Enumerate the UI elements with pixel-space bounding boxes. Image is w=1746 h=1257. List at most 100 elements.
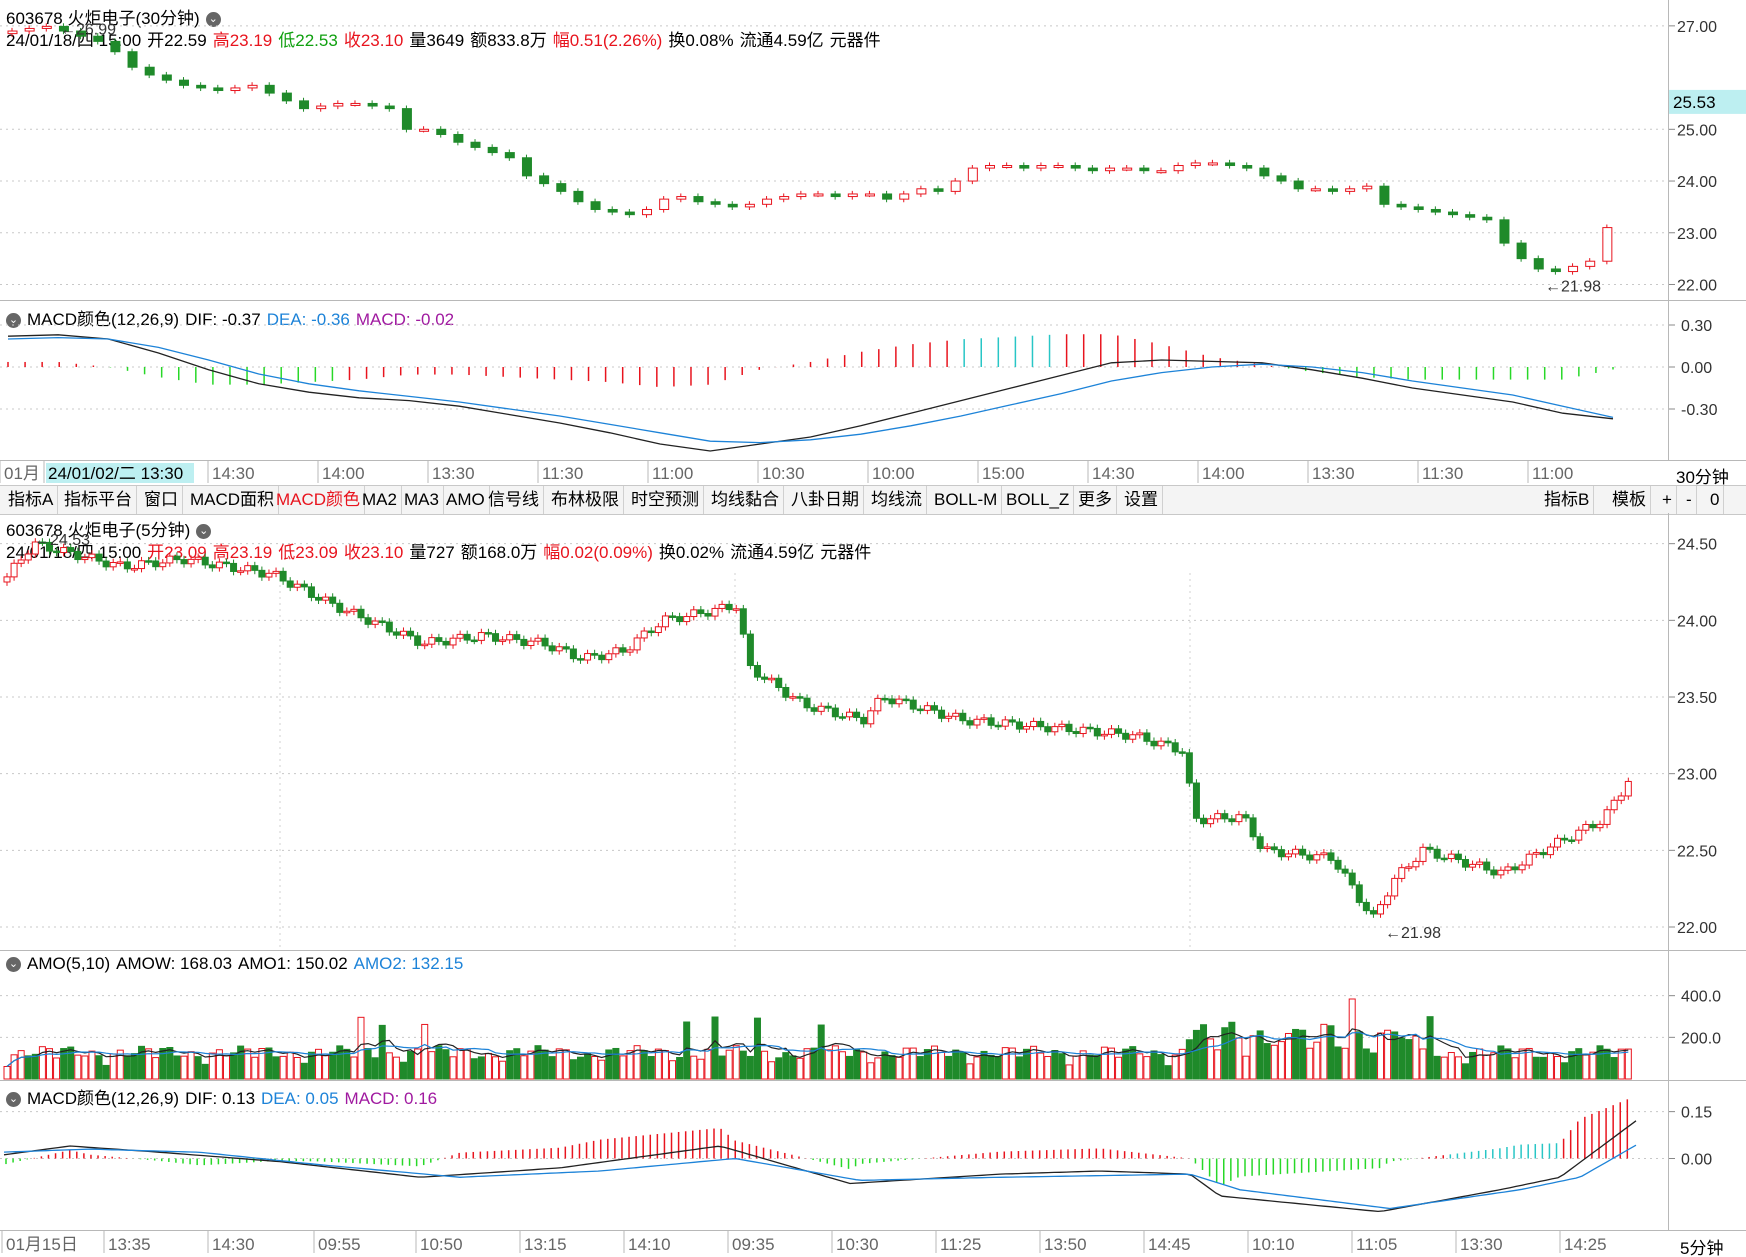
info-vol: 3649 (426, 31, 465, 50)
toolbar-right-3[interactable]: - (1682, 486, 1697, 514)
amo-bar (138, 1045, 146, 1080)
toolbar-tab-2[interactable]: 窗口 (140, 486, 183, 514)
toolbar-tab-5[interactable]: MA2 (358, 486, 402, 514)
amo-bar (442, 1049, 450, 1080)
info-float-label: 流通 (739, 31, 774, 50)
candle-body (281, 92, 292, 102)
time-label: 10:30 (762, 464, 805, 483)
candle-body (123, 561, 131, 570)
amo-bar (1001, 1047, 1009, 1080)
candle-body (1276, 175, 1287, 182)
dropdown-icon[interactable]: ⌄ (196, 524, 212, 540)
info-turn-label: 换 (668, 31, 686, 50)
candle-body (1150, 740, 1158, 747)
amo-bar (1270, 1044, 1278, 1080)
amo-bar (647, 1056, 655, 1080)
candle-body (1242, 165, 1253, 169)
candle-body (1235, 814, 1243, 823)
toolbar-right-2[interactable]: + (1658, 486, 1677, 514)
candle-body (725, 603, 733, 611)
candle-body (739, 608, 747, 635)
amo-bar (676, 1056, 684, 1080)
amo-dropdown-icon[interactable]: ⌄ (6, 957, 21, 973)
time-label: 13:30 (1312, 464, 1355, 483)
candle-body (145, 560, 153, 563)
macd-dropdown-icon[interactable]: ⌄ (6, 313, 21, 329)
toolbar-tab-10[interactable]: 时空预测 (627, 486, 704, 514)
amo-bar (612, 1047, 620, 1080)
candle-body (316, 105, 327, 110)
amo-bar (633, 1045, 641, 1080)
toolbar-right-0[interactable]: 指标B (1540, 486, 1595, 514)
macd-dropdown-icon[interactable]: ⌄ (6, 1092, 21, 1108)
candle-body (487, 146, 498, 154)
amo-bar (753, 1017, 761, 1080)
amo-bar (1008, 1047, 1016, 1080)
toolbar-tab-16[interactable]: 更多 (1074, 486, 1117, 514)
amo-bar (619, 1055, 627, 1080)
candle-body (180, 559, 188, 565)
amo-bar (909, 1047, 917, 1080)
dropdown-icon[interactable]: ⌄ (205, 12, 221, 28)
candle-body (1019, 165, 1030, 169)
top-period-label[interactable]: 30分钟 (1676, 468, 1729, 486)
candle-body (178, 79, 189, 86)
bottom-candlestick-chart: ←24.53 ←21.98 (0, 532, 1668, 950)
candle-body (187, 558, 195, 565)
candle-body (1433, 848, 1441, 859)
toolbar-tab-3[interactable]: MACD面积 (186, 486, 280, 514)
candle-body (1139, 167, 1150, 172)
toolbar-tab-4[interactable]: MACD颜色 (272, 486, 366, 514)
toolbar-tab-15[interactable]: BOLL_Z (1002, 486, 1075, 514)
time-label: 10:00 (872, 464, 915, 483)
amo-bar (371, 1057, 379, 1080)
toolbar-tab-17[interactable]: 设置 (1120, 486, 1163, 514)
amo-bar (739, 1050, 747, 1080)
candle-body (598, 654, 606, 661)
toolbar-tab-1[interactable]: 指标平台 (60, 486, 137, 514)
candle-body (847, 193, 858, 198)
candle-body (1129, 734, 1137, 740)
candle-body (378, 620, 386, 624)
amo-bar (923, 1049, 931, 1080)
toolbar-right-1[interactable]: 模板 (1608, 486, 1651, 514)
candle-body (251, 565, 259, 571)
candle-body (247, 84, 258, 89)
toolbar-tab-14[interactable]: BOLL-M (930, 486, 1003, 514)
toolbar-tab-11[interactable]: 均线黏合 (707, 486, 784, 514)
indicator-toolbar: 指标A 指标平台 窗口 MACD面积 MACD颜色 MA2 MA3 AMO 信号线 布林极限 时空预… (0, 485, 1746, 515)
candle-body (994, 724, 1002, 728)
amo-bar (938, 1051, 946, 1080)
info-high: 23.19 (229, 31, 273, 50)
candle-body (888, 698, 896, 705)
macd-tick-label: -0.30 (1681, 402, 1718, 419)
candle-body (109, 562, 117, 568)
candle-body (864, 193, 875, 197)
candle-body (1602, 227, 1613, 262)
toolbar-right-4[interactable]: 0 (1706, 486, 1725, 514)
toolbar-tab-6[interactable]: MA3 (400, 486, 444, 514)
toolbar-tab-8[interactable]: 信号线 (484, 486, 544, 514)
amo-bar (966, 1063, 974, 1080)
candle-body (76, 30, 87, 37)
macd-dea: DEA: 0.05 (261, 1089, 339, 1108)
amo-bar (492, 1056, 500, 1080)
amo-bar (817, 1024, 825, 1080)
toolbar-tab-0[interactable]: 指标A (4, 486, 59, 514)
info-amt-label: 额 (460, 543, 478, 562)
info-low: 22.53 (295, 31, 338, 50)
candle-body (442, 640, 450, 646)
amo-bar (477, 1056, 485, 1080)
bottom-period-label[interactable]: 5分钟 (1680, 1239, 1724, 1257)
amo-bar (230, 1052, 238, 1080)
time-label: 24/01/02/二 13:30 (48, 464, 183, 483)
toolbar-tab-9[interactable]: 布林极限 (547, 486, 624, 514)
amo-bar (1122, 1048, 1130, 1080)
toolbar-tab-7[interactable]: AMO (442, 486, 490, 514)
amo-amo1: AMO1: 150.02 (238, 954, 348, 973)
toolbar-tab-12[interactable]: 八卦日期 (787, 486, 864, 514)
candle-body (1497, 869, 1505, 876)
toolbar-tab-13[interactable]: 均线流 (867, 486, 927, 514)
candle-body (1310, 188, 1321, 192)
amo-bar (38, 1046, 46, 1080)
